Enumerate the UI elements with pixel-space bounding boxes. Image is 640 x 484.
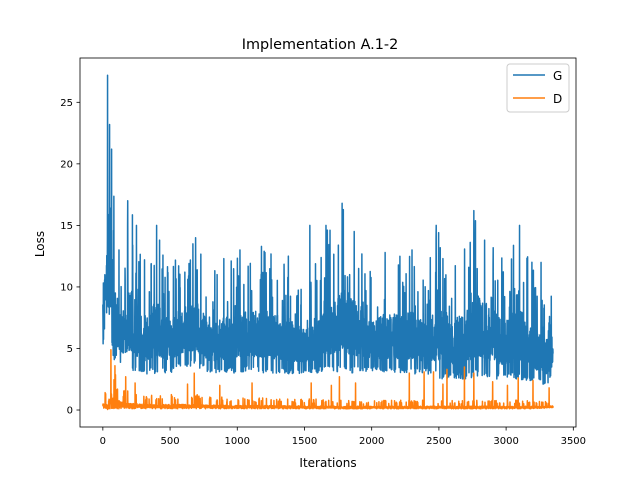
series-line-g bbox=[102, 74, 554, 385]
x-axis-label: Iterations bbox=[299, 456, 356, 470]
y-tick-label: 10 bbox=[60, 283, 73, 294]
legend-label-d: D bbox=[553, 92, 562, 106]
legend: G D bbox=[506, 63, 570, 113]
y-tick-label: 0 bbox=[67, 406, 73, 417]
legend-label-g: G bbox=[553, 69, 562, 83]
x-tick-label: 2500 bbox=[426, 436, 451, 447]
plot-frame bbox=[79, 57, 577, 428]
chart-title: Implementation A.1-2 bbox=[242, 37, 399, 53]
x-tick-label: 3500 bbox=[561, 436, 586, 447]
x-tick-label: 500 bbox=[161, 436, 180, 447]
x-tick-label: 2000 bbox=[359, 436, 384, 447]
series-line-d bbox=[102, 348, 554, 411]
legend-box bbox=[506, 63, 570, 113]
y-tick-label: 15 bbox=[60, 221, 73, 232]
x-tick-label: 3000 bbox=[493, 436, 518, 447]
y-axis-ticks: 0 5 10 15 20 25 bbox=[60, 98, 80, 417]
y-axis-label: Loss bbox=[33, 231, 47, 257]
x-tick-label: 1000 bbox=[225, 436, 250, 447]
x-tick-label: 1500 bbox=[292, 436, 317, 447]
x-tick-label: 0 bbox=[100, 436, 106, 447]
x-axis-ticks: 0 500 1000 1500 2000 2500 3000 3500 bbox=[100, 427, 586, 447]
plot-lines bbox=[102, 74, 554, 411]
y-tick-label: 5 bbox=[67, 344, 73, 355]
y-tick-label: 25 bbox=[60, 98, 73, 109]
y-tick-label: 20 bbox=[60, 159, 73, 170]
